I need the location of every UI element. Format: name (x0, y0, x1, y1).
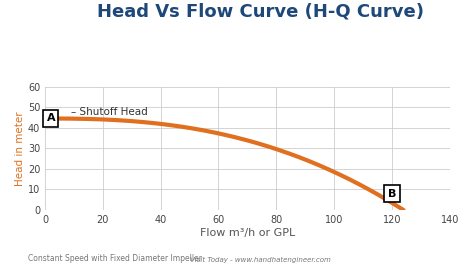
Text: Constant Speed with Fixed Diameter Impeller: Constant Speed with Fixed Diameter Impel… (28, 254, 202, 263)
X-axis label: Flow m³/h or GPL: Flow m³/h or GPL (200, 228, 295, 238)
Text: A: A (46, 114, 55, 123)
Text: Head Vs Flow Curve (H-Q Curve): Head Vs Flow Curve (H-Q Curve) (97, 3, 424, 21)
Text: Visit Today - www.handhatengineer.com: Visit Today - www.handhatengineer.com (190, 257, 331, 263)
Text: – Shutoff Head: – Shutoff Head (71, 107, 148, 117)
Y-axis label: Head in meter: Head in meter (15, 111, 25, 186)
Text: B: B (388, 189, 396, 199)
